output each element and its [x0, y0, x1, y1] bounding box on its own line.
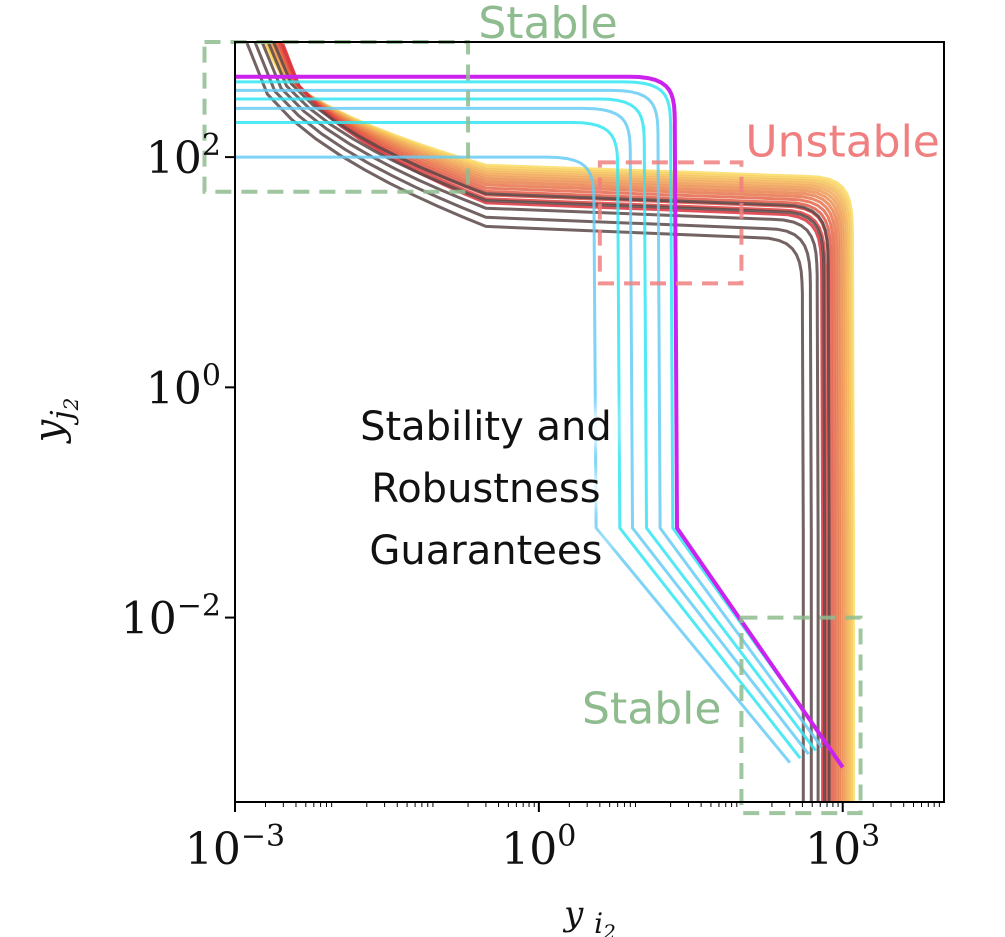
- callout-line-2: Guarantees: [369, 528, 602, 574]
- region-label-1: Unstable: [745, 116, 939, 167]
- region-label-0: Stable: [478, 0, 617, 49]
- region-box-2: [739, 615, 863, 816]
- cyan-series-line: [235, 106, 810, 756]
- y-tick-label-0: 10−2: [121, 589, 221, 645]
- gray-series-line: [271, 42, 831, 802]
- gray-series-line: [266, 42, 827, 802]
- highlight-series-line: [235, 74, 845, 769]
- callout-line-0: Stability and: [360, 404, 612, 450]
- gray-series-line: [260, 42, 820, 802]
- y-axis-label: yj2: [26, 398, 83, 445]
- y-tick-label-1: 100: [146, 358, 221, 414]
- cyan-series-line: [235, 121, 802, 760]
- cyan-series-line: [235, 155, 791, 764]
- cyan-series-line: [235, 97, 817, 752]
- curves-layer: [235, 42, 855, 802]
- axis-labels: y i2 yj2: [26, 398, 616, 937]
- region-label-2: Stable: [582, 684, 721, 735]
- x-tick-label-0: 10−3: [185, 819, 285, 875]
- plot-frame: [234, 41, 945, 803]
- warm-series-line: [280, 42, 825, 802]
- callout-glow-0: Stability and: [360, 404, 612, 450]
- gray-series-line: [244, 42, 805, 802]
- ticks-layer: 10−3 100 103 10−2 100 102: [121, 128, 940, 875]
- gray-series-line: [253, 42, 813, 802]
- callout-glow-2: Guarantees: [369, 528, 602, 574]
- x-tick-label-2: 103: [805, 819, 880, 875]
- callout-line-1: Robustness: [371, 466, 600, 512]
- y-tick-label-2: 102: [146, 128, 221, 184]
- x-tick-label-1: 100: [501, 819, 576, 875]
- x-axis-label: y i2: [562, 894, 616, 937]
- cyan-series-line: [235, 88, 823, 748]
- callout-glow-1: Robustness: [371, 466, 600, 512]
- cyan-series-line: [235, 80, 829, 745]
